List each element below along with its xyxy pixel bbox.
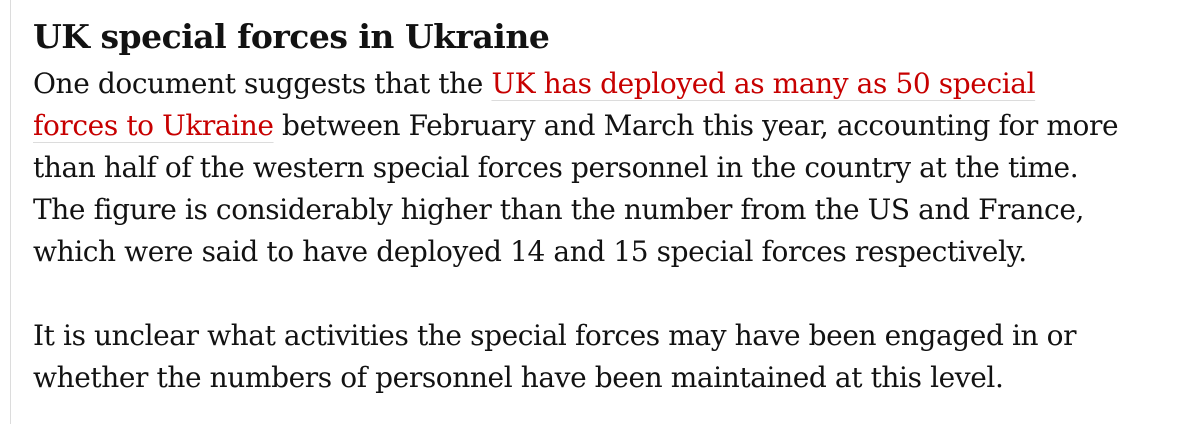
body-text: between February and March this year, ac…: [273, 109, 1119, 142]
body-text: One document suggests that the: [33, 67, 492, 100]
article-body: UK special forces in Ukraine One documen…: [33, 16, 1175, 399]
text-line-5: which were said to have deployed 14 and …: [33, 235, 1027, 268]
paragraph-2: It is unclear what activities the specia…: [33, 315, 1175, 399]
article-link-line-1[interactable]: UK has deployed as many as 50 special: [491, 67, 1036, 100]
text-line-2: forces to Ukraine between February and M…: [33, 105, 1175, 147]
text-line-4: The figure is considerably higher than t…: [33, 193, 1085, 226]
text-line-1: One document suggests that the UK has de…: [33, 63, 1175, 105]
article-link-line-2[interactable]: forces to Ukraine: [33, 109, 274, 142]
text-line-3: than half of the western special forces …: [33, 151, 1079, 184]
section-headline: UK special forces in Ukraine: [33, 17, 550, 56]
text-line-6: It is unclear what activities the specia…: [33, 319, 1077, 352]
paragraph-1: One document suggests that the UK has de…: [33, 63, 1175, 273]
text-line-7: whether the numbers of personnel have be…: [33, 361, 1004, 394]
left-column-rule: [10, 0, 11, 424]
